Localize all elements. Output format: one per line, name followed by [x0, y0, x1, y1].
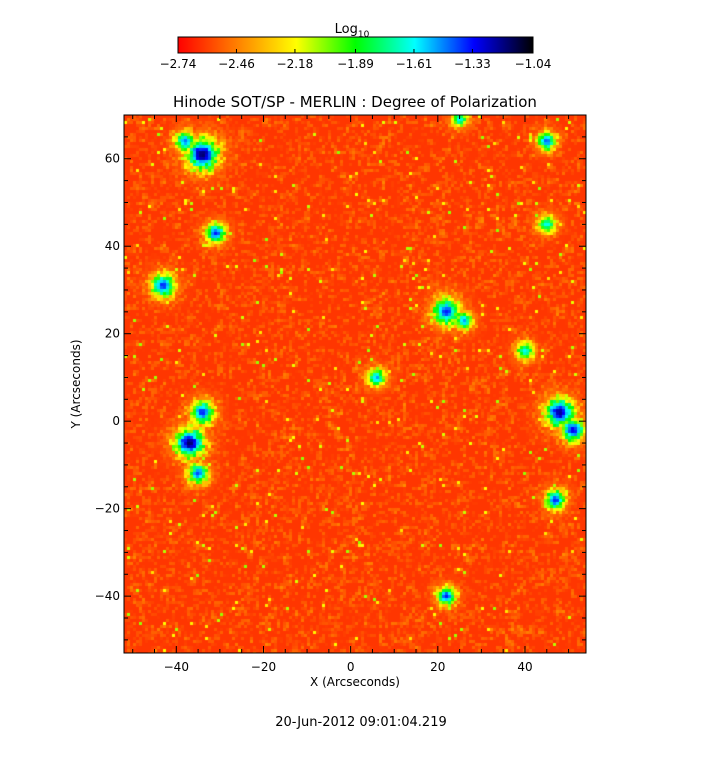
colorbar-title-subscript: 10 [358, 30, 370, 40]
x-tick-label: −20 [251, 660, 276, 674]
heatmap-image [124, 115, 586, 653]
y-tick-label: 20 [105, 327, 120, 341]
y-tick-label: −40 [95, 589, 120, 603]
colorbar-tick-label: −1.89 [337, 57, 374, 71]
y-axis-label: Y (Arcseconds) [69, 339, 83, 429]
colorbar-tick-label: −1.61 [396, 57, 433, 71]
y-tick-label: 40 [105, 239, 120, 253]
plot-title: Hinode SOT/SP - MERLIN : Degree of Polar… [173, 93, 537, 111]
colorbar-ticks: −2.74 −2.46 −2.18 −1.89 −1.61 −1.33 −1.04 [160, 49, 552, 71]
colorbar-tick-label: −1.33 [454, 57, 491, 71]
colorbar-tick-label: −2.74 [160, 57, 197, 71]
plot-frame [123, 114, 587, 654]
y-tick-label: 60 [105, 152, 120, 166]
x-tick-label: 0 [347, 660, 355, 674]
x-tick-label: −40 [164, 660, 189, 674]
colorbar-tick-label: −1.04 [515, 57, 552, 71]
x-axis-label: X (Arcseconds) [310, 675, 400, 689]
y-tick-label: −20 [95, 502, 120, 516]
colorbar-tick-label: −2.18 [277, 57, 314, 71]
timestamp: 20-Jun-2012 09:01:04.219 [275, 715, 447, 730]
colorbar-tick-label: −2.46 [218, 57, 255, 71]
x-tick-label: 20 [430, 660, 445, 674]
colorbar-title: Log10 [335, 22, 370, 40]
colorbar-title-label: Log [335, 22, 358, 37]
y-tick-label: 0 [112, 414, 120, 428]
axis-ticks: −40 −20 0 20 40 −40 −20 0 20 40 60 [95, 114, 586, 674]
plot-area [123, 114, 587, 654]
x-tick-label: 40 [517, 660, 532, 674]
